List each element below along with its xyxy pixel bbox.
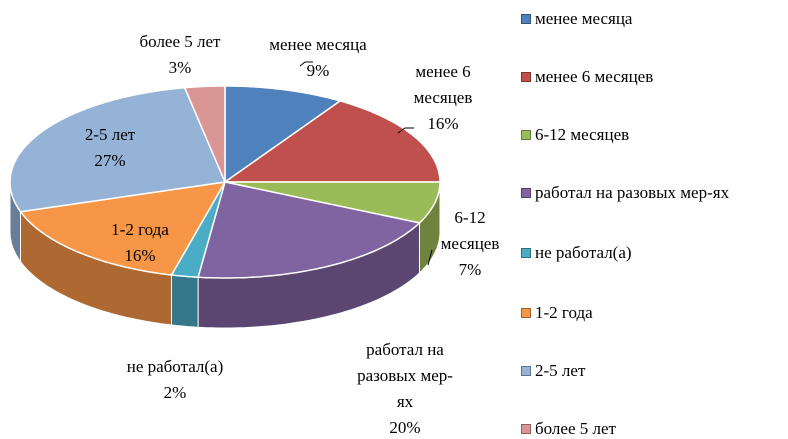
legend-swatch	[521, 72, 531, 82]
legend-swatch	[521, 366, 531, 376]
legend-item: 1-2 года	[520, 303, 788, 323]
data-label-value: 27%	[94, 151, 126, 170]
legend-label: 2-5 лет	[535, 361, 586, 380]
data-label: работал на разовых мер-ях 20%	[350, 337, 460, 439]
leader-line	[397, 127, 414, 134]
legend-label: работал на разовых мер-ях	[535, 183, 730, 202]
leader-line	[427, 249, 433, 266]
data-label: более 5 лет 3%	[110, 29, 250, 81]
data-label-value: 16%	[427, 114, 459, 133]
data-label: не работал(а) 2%	[95, 354, 255, 406]
slice	[222, 100, 441, 183]
data-label-value: 3%	[168, 58, 192, 77]
legend-swatch	[521, 248, 531, 258]
data-label: менее 6 месяцев 16%	[398, 59, 488, 137]
data-label: 2-5 лет 27%	[65, 122, 155, 174]
leader-line	[299, 61, 313, 67]
slice	[197, 181, 422, 279]
data-label-value: 7%	[458, 260, 482, 279]
legend-swatch	[521, 424, 531, 434]
slice	[224, 85, 342, 184]
data-label-category: менее месяца	[269, 35, 367, 54]
legend-item: не работал(а)	[520, 243, 788, 263]
data-label-category: 2-5 лет	[84, 125, 136, 144]
legend-item: 6-12 месяцев	[520, 125, 788, 145]
legend-item: работал на разовых мер-ях	[520, 183, 788, 203]
slice	[9, 86, 227, 213]
legend-label: менее месяца	[535, 9, 633, 28]
legend-swatch	[521, 308, 531, 318]
legend-swatch	[521, 130, 531, 140]
legend-label: 6-12 месяцев	[535, 125, 630, 144]
legend-item: менее 6 месяцев	[520, 67, 788, 87]
legend-label: не работал(а)	[535, 243, 632, 262]
data-label: 6-12 месяцев 7%	[430, 205, 510, 283]
data-label-category: менее 6 месяцев	[413, 62, 473, 107]
data-label-value: 2%	[163, 383, 187, 402]
data-label-category: не работал(а)	[126, 357, 224, 376]
slice-side	[171, 274, 199, 328]
slice	[183, 85, 226, 183]
slice	[224, 181, 441, 224]
legend-item: менее месяца	[520, 9, 788, 29]
legend-item: 2-5 лет	[520, 361, 788, 381]
data-label-value: 16%	[124, 246, 156, 265]
data-label-value: 9%	[306, 61, 330, 80]
legend-label: 1-2 года	[535, 303, 593, 322]
data-label: 1-2 года 16%	[95, 217, 185, 269]
legend-swatch	[521, 14, 531, 24]
data-label-value: 20%	[389, 418, 421, 437]
slice	[19, 181, 227, 276]
legend-label: менее 6 месяцев	[535, 67, 654, 86]
data-label-category: 6-12 месяцев	[440, 208, 500, 253]
data-label: менее месяца 9%	[238, 32, 398, 84]
legend-label: более 5 лет	[535, 419, 616, 438]
data-label-category: 1-2 года	[111, 220, 169, 239]
data-label-category: более 5 лет	[139, 32, 221, 51]
legend-swatch	[521, 188, 531, 198]
legend-item: более 5 лет	[520, 419, 788, 439]
data-label-category: работал на разовых мер-ях	[357, 340, 453, 411]
